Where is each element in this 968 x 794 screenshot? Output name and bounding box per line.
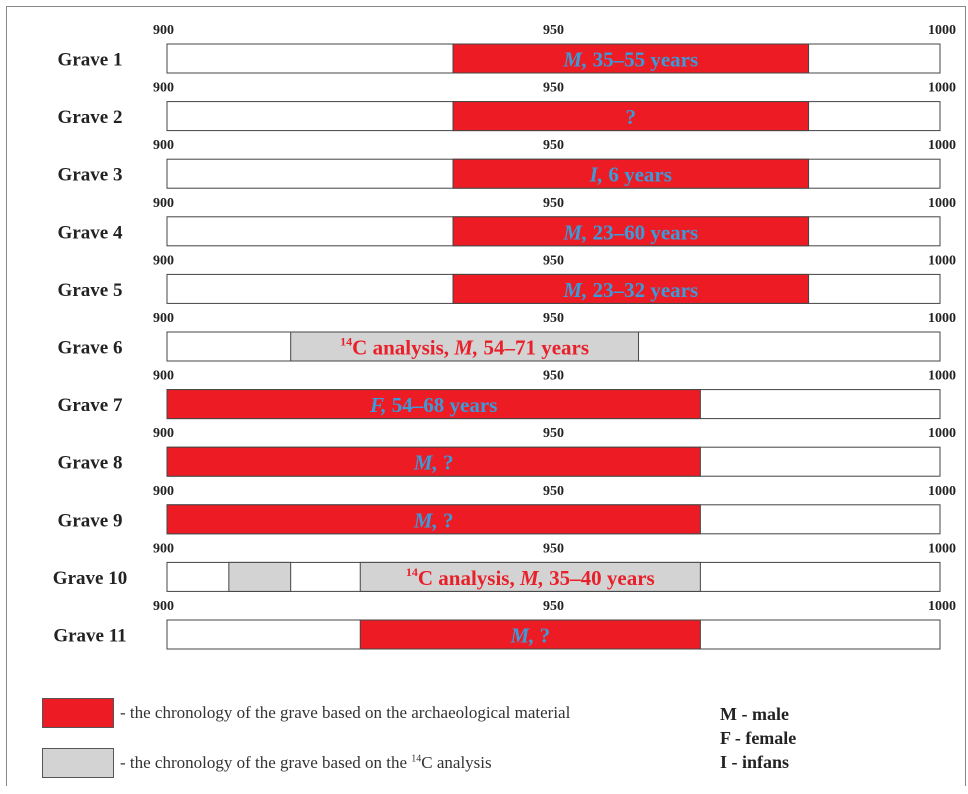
- row-label-grave-4: Grave 4: [58, 222, 123, 243]
- tick-label-row-10: 950: [543, 541, 564, 556]
- bar-label: 14C analysis, M, 54–71 years: [340, 335, 589, 360]
- bar-archaeological: [452, 101, 810, 132]
- tick-label-row-5: 1000: [928, 253, 956, 268]
- bar-archaeological: [452, 216, 810, 247]
- row-label-grave-8: Grave 8: [58, 453, 123, 474]
- tick-label-row-5: 950: [543, 253, 564, 268]
- tick-label-row-3: 950: [543, 138, 564, 153]
- figure-frame: [6, 6, 966, 786]
- tick-label-row-10: 900: [153, 541, 174, 556]
- row-label-grave-7: Grave 7: [58, 395, 123, 416]
- bar-c14: [290, 331, 640, 362]
- row-label-grave-5: Grave 5: [58, 280, 123, 301]
- legend-swatch-c14: [42, 748, 114, 778]
- row-label-grave-2: Grave 2: [58, 107, 123, 128]
- bar-archaeological: [166, 446, 701, 477]
- bar-label: F, 54–68 years: [369, 393, 497, 417]
- legend-text-c14-pre: - the chronology of the grave based on t…: [120, 753, 412, 772]
- row-label-grave-3: Grave 3: [58, 165, 123, 186]
- tick-label-row-4: 1000: [928, 196, 956, 211]
- tick-label-row-7: 900: [153, 369, 174, 384]
- tick-label-row-1: 1000: [928, 23, 956, 38]
- bar-c14: [359, 561, 701, 592]
- row-label-grave-9: Grave 9: [58, 510, 123, 531]
- tick-label-row-8: 950: [543, 426, 564, 441]
- tick-label-row-7: 950: [543, 369, 564, 384]
- row-label-grave-11: Grave 11: [53, 626, 126, 647]
- bar-label: M, ?: [509, 624, 550, 648]
- tick-label-row-4: 900: [153, 196, 174, 211]
- tick-label-row-4: 950: [543, 196, 564, 211]
- tick-label-row-2: 950: [543, 81, 564, 96]
- bar-archaeological: [166, 389, 701, 420]
- bar-label: M, 35–55 years: [562, 48, 698, 72]
- bar-c14: [228, 561, 292, 592]
- abbr-male: M - male: [720, 704, 789, 724]
- row-label-grave-1: Grave 1: [58, 50, 123, 71]
- bar-label: I, 6 years: [589, 163, 672, 187]
- bar-archaeological: [452, 273, 810, 304]
- tick-label-row-1: 950: [543, 23, 564, 38]
- row-label-grave-10: Grave 10: [53, 568, 127, 589]
- tick-label-row-3: 1000: [928, 138, 956, 153]
- tick-label-row-1: 900: [153, 23, 174, 38]
- tick-label-row-11: 950: [543, 599, 564, 614]
- tick-label-row-9: 900: [153, 484, 174, 499]
- tick-label-row-11: 900: [153, 599, 174, 614]
- bar-archaeological: [452, 43, 810, 74]
- bar-label: ?: [626, 105, 637, 129]
- tick-label-row-10: 1000: [928, 541, 956, 556]
- tick-label-row-6: 900: [153, 311, 174, 326]
- bar-archaeological: [166, 504, 701, 535]
- legend-text-c14-sup: 14: [411, 753, 422, 765]
- row-label-grave-6: Grave 6: [58, 338, 123, 359]
- tick-label-row-9: 950: [543, 484, 564, 499]
- bar-archaeological: [359, 619, 701, 650]
- bar-archaeological: [452, 158, 810, 189]
- tick-label-row-3: 900: [153, 138, 174, 153]
- bar-label: M, 23–32 years: [562, 278, 698, 302]
- bar-label: 14C analysis, M, 35–40 years: [406, 565, 655, 590]
- legend-text-c14: - the chronology of the grave based on t…: [120, 753, 492, 773]
- grave-chronology-chart: 900 950 1000 Grave 1 M, 35–55 years 900 950 100…: [53, 23, 956, 650]
- legend-text-archaeological: - the chronology of the grave based on t…: [120, 703, 571, 722]
- tick-label-row-5: 900: [153, 253, 174, 268]
- tick-label-row-6: 1000: [928, 311, 956, 326]
- tick-label-row-9: 1000: [928, 484, 956, 499]
- tick-label-row-7: 1000: [928, 369, 956, 384]
- bar-label: M, ?: [413, 451, 454, 475]
- tick-label-row-11: 1000: [928, 599, 956, 614]
- legend-swatch-archaeological: [42, 698, 114, 728]
- abbr-infans: I - infans: [720, 752, 790, 772]
- tick-label-row-8: 900: [153, 426, 174, 441]
- legend-text-c14-post: C analysis: [421, 753, 492, 772]
- bar-label: M, 23–60 years: [562, 220, 698, 244]
- abbr-female: F - female: [720, 728, 797, 748]
- bar-label: M, ?: [413, 508, 454, 532]
- tick-label-row-8: 1000: [928, 426, 956, 441]
- tick-label-row-2: 1000: [928, 81, 956, 96]
- tick-label-row-6: 950: [543, 311, 564, 326]
- tick-label-row-2: 900: [153, 81, 174, 96]
